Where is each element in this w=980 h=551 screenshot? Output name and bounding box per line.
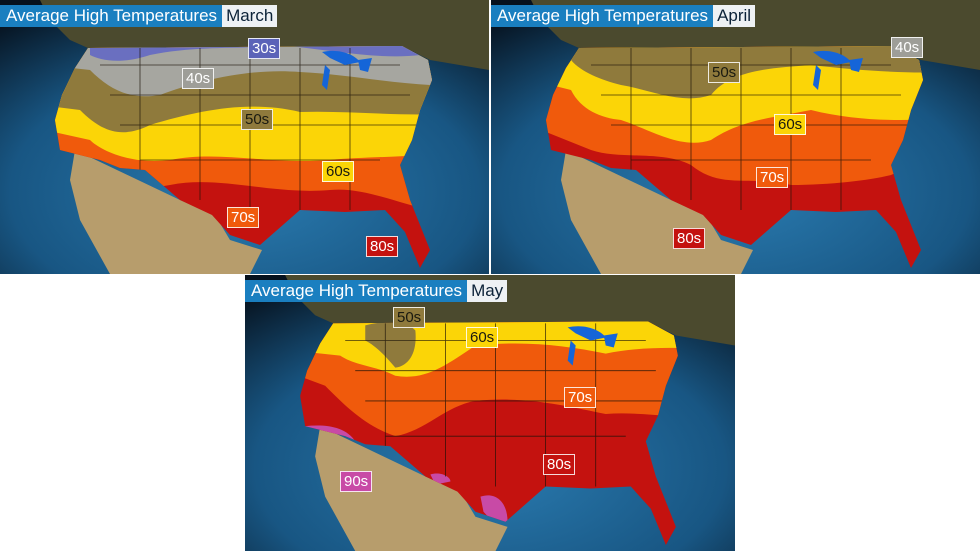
title-text: Average High Temperatures: [491, 5, 714, 27]
us-temperature-map-march: [0, 0, 489, 274]
temp-label-80s: 80s: [366, 236, 399, 257]
temp-label-50s: 50s: [241, 109, 274, 130]
temp-label-70s: 70s: [564, 387, 597, 408]
temp-label-60s: 60s: [774, 114, 807, 135]
temp-label-60s: 60s: [466, 327, 499, 348]
map-title: Average High Temperatures March: [0, 5, 278, 27]
temp-label-50s: 50s: [708, 62, 741, 83]
title-text: Average High Temperatures: [245, 280, 468, 302]
month-badge: April: [713, 5, 756, 27]
map-panel-may: Average High Temperatures May 50s 60s 70…: [245, 275, 735, 551]
us-temperature-map-may: [245, 275, 735, 551]
temp-label-40s: 40s: [182, 68, 215, 89]
temp-label-60s: 60s: [322, 161, 355, 182]
temp-label-40s: 40s: [891, 37, 924, 58]
map-title: Average High Temperatures April: [491, 5, 756, 27]
temp-label-50s: 50s: [393, 307, 426, 328]
temp-label-90s: 90s: [340, 471, 373, 492]
map-panel-april: Average High Temperatures April 40s 50s …: [491, 0, 980, 274]
map-panel-march: Average High Temperatures March 30s 40s …: [0, 0, 489, 274]
temp-label-70s: 70s: [227, 207, 260, 228]
temp-label-80s: 80s: [543, 454, 576, 475]
temp-label-30s: 30s: [248, 38, 281, 59]
temp-label-80s: 80s: [673, 228, 706, 249]
month-badge: March: [222, 5, 278, 27]
temp-label-70s: 70s: [756, 167, 789, 188]
title-text: Average High Temperatures: [0, 5, 223, 27]
map-title: Average High Temperatures May: [245, 280, 508, 302]
month-badge: May: [467, 280, 508, 302]
